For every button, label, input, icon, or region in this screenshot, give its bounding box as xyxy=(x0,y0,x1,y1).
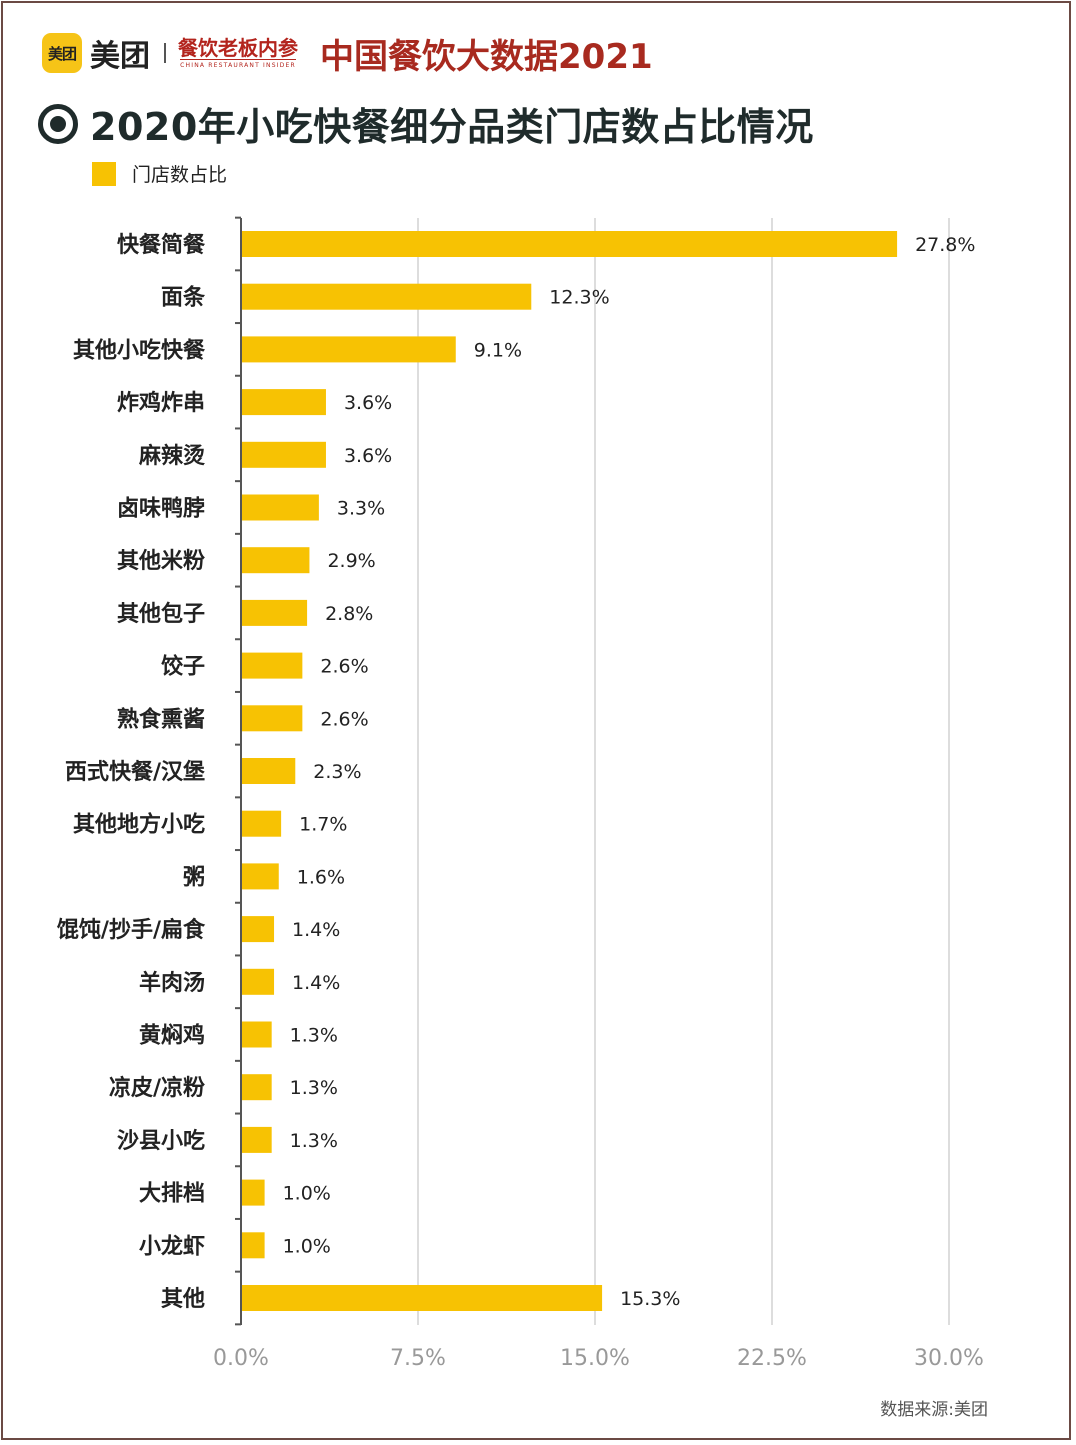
category-label: 其他 xyxy=(161,1287,205,1312)
value-label: 1.4% xyxy=(292,919,340,941)
x-tick-label: 15.0% xyxy=(560,1346,630,1371)
category-label: 粥 xyxy=(183,865,205,890)
value-label: 2.8% xyxy=(325,603,373,625)
bar xyxy=(241,1021,272,1048)
partner-logo-cn: 餐饮老板内参 xyxy=(178,35,298,60)
value-label: 9.1% xyxy=(474,339,522,361)
category-label: 羊肉汤 xyxy=(139,970,205,996)
value-label: 3.3% xyxy=(337,498,385,520)
category-label: 其他包子 xyxy=(117,601,205,627)
bar xyxy=(241,547,310,574)
category-label: 黄焖鸡 xyxy=(139,1023,205,1049)
category-label: 馄饨/抄手/扁食 xyxy=(56,917,206,943)
bar xyxy=(241,231,898,257)
partner-logo: 餐饮老板内参 CHINA RESTAURANT INSIDER xyxy=(178,37,298,70)
header-divider xyxy=(164,43,166,63)
x-tick-label: 30.0% xyxy=(914,1346,984,1371)
x-tick-label: 7.5% xyxy=(390,1346,446,1371)
value-label: 1.3% xyxy=(290,1025,338,1047)
legend: 门店数占比 xyxy=(92,160,227,187)
bar xyxy=(241,441,326,468)
bar xyxy=(241,758,296,784)
bar xyxy=(241,863,279,890)
bar xyxy=(241,1285,603,1311)
value-label: 1.0% xyxy=(283,1183,331,1205)
legend-swatch xyxy=(92,161,116,186)
bar xyxy=(241,599,308,626)
data-source: 数据来源:美团 xyxy=(880,1400,988,1420)
title-row: 2020年小吃快餐细分品类门店数占比情况 xyxy=(38,96,814,151)
value-label: 3.6% xyxy=(344,392,392,414)
x-tick-label: 22.5% xyxy=(737,1346,807,1371)
value-label: 15.3% xyxy=(620,1288,680,1310)
category-label: 凉皮/凉粉 xyxy=(109,1075,205,1101)
value-label: 2.3% xyxy=(313,761,361,783)
bar xyxy=(241,652,303,679)
category-label: 炸鸡炸串 xyxy=(117,390,205,416)
category-label: 熟食熏酱 xyxy=(117,706,205,732)
category-label: 快餐简餐 xyxy=(117,232,206,258)
target-bullet-icon xyxy=(38,103,78,144)
bar xyxy=(241,336,456,363)
chart-title: 2020年小吃快餐细分品类门店数占比情况 xyxy=(90,105,814,149)
value-label: 1.4% xyxy=(292,972,340,994)
value-label: 27.8% xyxy=(915,234,975,256)
value-label: 2.6% xyxy=(320,708,368,730)
category-label: 其他米粉 xyxy=(117,549,205,574)
category-label: 小龙虾 xyxy=(139,1234,205,1259)
category-label: 饺子 xyxy=(161,654,205,680)
bar xyxy=(241,810,282,837)
brand-name: 美团 xyxy=(90,39,150,74)
value-label: 1.7% xyxy=(299,814,347,836)
legend-label: 门店数占比 xyxy=(132,164,228,186)
partner-logo-en: CHINA RESTAURANT INSIDER xyxy=(180,58,296,70)
category-label: 其他地方小吃 xyxy=(73,812,205,838)
value-label: 1.3% xyxy=(290,1077,338,1099)
bar xyxy=(241,1232,265,1259)
bar xyxy=(241,916,275,943)
category-label: 大排档 xyxy=(139,1182,205,1207)
value-label: 12.3% xyxy=(549,287,609,309)
meituan-logo-icon: 美团 xyxy=(42,33,82,73)
category-label: 西式快餐/汉堡 xyxy=(65,759,205,785)
bar xyxy=(241,494,319,521)
category-label: 其他小吃快餐 xyxy=(73,337,206,363)
x-tick-label: 0.0% xyxy=(213,1346,269,1371)
bar xyxy=(241,1126,272,1153)
category-label: 麻辣烫 xyxy=(138,443,205,469)
category-label: 卤味鸭脖 xyxy=(117,496,205,522)
value-label: 1.0% xyxy=(283,1235,331,1257)
value-label: 2.6% xyxy=(320,656,368,678)
header: 美团 美团 餐饮老板内参 CHINA RESTAURANT INSIDER 中国… xyxy=(42,30,653,77)
bar xyxy=(241,283,532,310)
header-title: 中国餐饮大数据2021 xyxy=(320,36,653,77)
value-label: 1.6% xyxy=(297,866,345,888)
bar xyxy=(241,1074,272,1101)
bar xyxy=(241,705,303,732)
value-label: 3.6% xyxy=(344,445,392,467)
bar xyxy=(241,389,326,416)
category-label: 面条 xyxy=(161,285,206,311)
bar xyxy=(241,968,275,995)
category-label: 沙县小吃 xyxy=(117,1128,205,1154)
value-label: 2.9% xyxy=(327,550,375,572)
value-label: 1.3% xyxy=(290,1130,338,1152)
bar xyxy=(241,1179,265,1206)
